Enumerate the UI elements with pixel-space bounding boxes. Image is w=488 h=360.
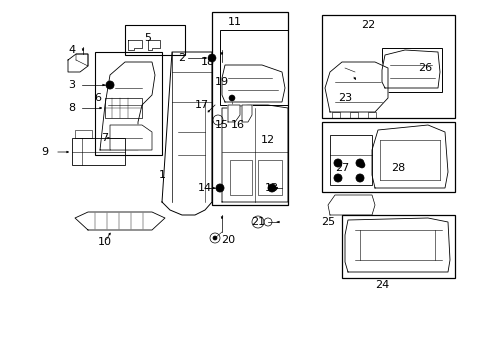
Text: 8: 8 — [68, 103, 76, 113]
Text: 10: 10 — [98, 237, 112, 247]
Polygon shape — [100, 62, 155, 150]
Circle shape — [267, 184, 275, 192]
Polygon shape — [371, 125, 447, 188]
Polygon shape — [222, 65, 285, 102]
Bar — [367, 112, 375, 118]
Circle shape — [207, 54, 216, 62]
Bar — [331, 112, 339, 118]
Bar — [95, 52, 162, 155]
Bar — [105, 98, 142, 118]
Text: 7: 7 — [101, 133, 108, 143]
Text: 19: 19 — [215, 77, 228, 87]
Circle shape — [213, 236, 217, 240]
Bar — [220, 30, 287, 105]
Bar — [72, 138, 125, 165]
Text: 26: 26 — [417, 63, 431, 73]
Polygon shape — [68, 54, 88, 72]
Bar — [341, 215, 454, 278]
Text: 23: 23 — [337, 93, 351, 103]
Text: 28: 28 — [390, 163, 404, 173]
Polygon shape — [148, 40, 160, 50]
Text: 22: 22 — [360, 20, 374, 30]
Circle shape — [333, 159, 341, 167]
Text: 24: 24 — [374, 280, 388, 290]
Polygon shape — [128, 40, 142, 50]
Circle shape — [358, 162, 364, 168]
Text: 20: 20 — [221, 235, 235, 245]
Text: 14: 14 — [198, 183, 212, 193]
Text: 13: 13 — [264, 183, 279, 193]
Text: 21: 21 — [250, 217, 264, 227]
Circle shape — [355, 174, 363, 182]
Circle shape — [216, 184, 224, 192]
Polygon shape — [75, 212, 164, 230]
Bar — [381, 48, 441, 92]
Circle shape — [106, 81, 114, 89]
Text: 16: 16 — [230, 120, 244, 130]
Bar — [229, 160, 251, 195]
Bar — [329, 135, 371, 185]
Text: 6: 6 — [94, 93, 102, 103]
Text: 2: 2 — [178, 53, 185, 63]
Polygon shape — [381, 50, 439, 88]
Circle shape — [333, 174, 341, 182]
Text: 9: 9 — [41, 147, 48, 157]
Bar — [258, 160, 282, 195]
Polygon shape — [345, 218, 449, 272]
Circle shape — [228, 95, 235, 101]
Polygon shape — [162, 52, 212, 215]
Polygon shape — [227, 105, 240, 122]
Bar — [349, 112, 357, 118]
Text: 12: 12 — [261, 135, 274, 145]
Polygon shape — [242, 105, 251, 122]
Bar — [125, 25, 184, 55]
Bar — [212, 12, 287, 205]
Polygon shape — [222, 105, 287, 202]
Text: 4: 4 — [68, 45, 76, 55]
Text: 3: 3 — [68, 80, 75, 90]
Text: 15: 15 — [215, 120, 228, 130]
Polygon shape — [110, 125, 152, 150]
Text: 11: 11 — [227, 17, 242, 27]
Text: 27: 27 — [334, 163, 348, 173]
Text: 1: 1 — [158, 170, 165, 180]
Polygon shape — [325, 62, 387, 112]
Text: 5: 5 — [144, 33, 151, 43]
Bar — [321, 122, 454, 192]
Bar — [75, 130, 92, 138]
Circle shape — [355, 159, 363, 167]
Bar — [321, 15, 454, 118]
Text: 25: 25 — [320, 217, 334, 227]
Text: 17: 17 — [195, 100, 209, 110]
Text: 18: 18 — [201, 57, 215, 67]
Polygon shape — [327, 195, 374, 215]
